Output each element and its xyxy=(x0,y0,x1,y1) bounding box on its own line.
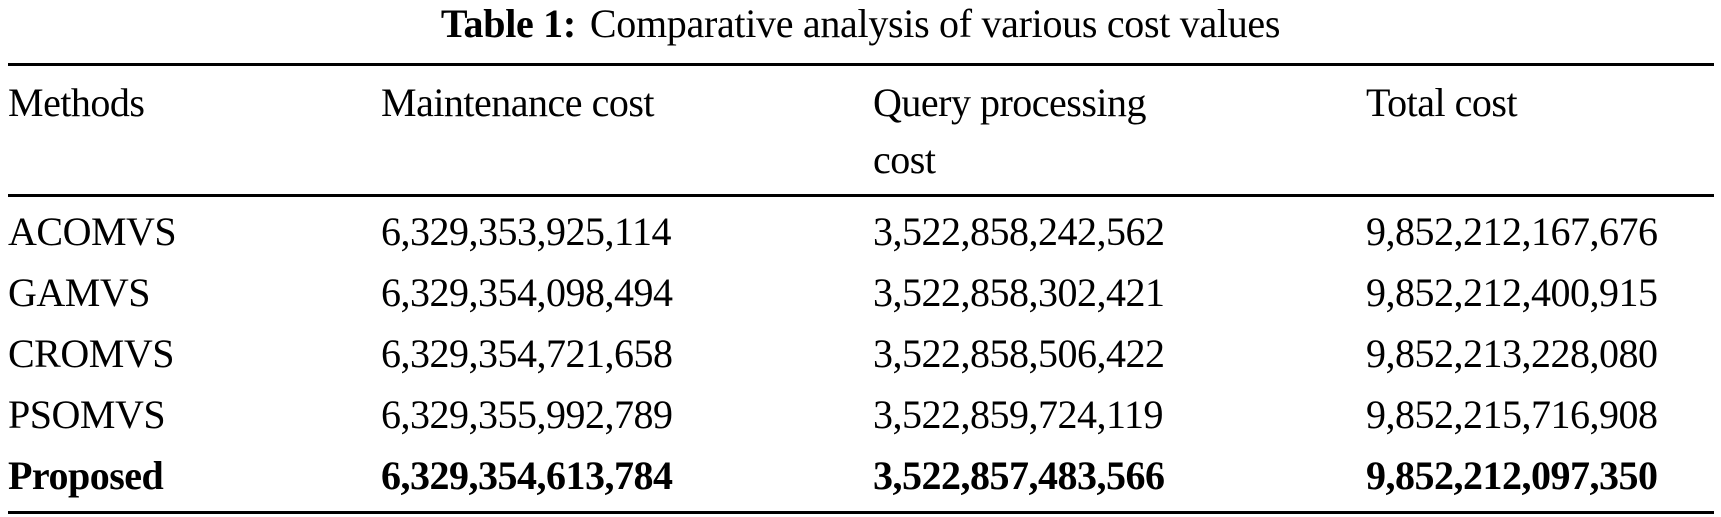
cell-total-cost: 9,852,215,716,908 xyxy=(1366,392,1658,437)
cell-method: GAMVS xyxy=(8,270,150,315)
cell-query-cost: 3,522,859,724,119 xyxy=(873,392,1164,437)
cell-method: CROMVS xyxy=(8,331,174,376)
cell-query-cost: 3,522,858,302,421 xyxy=(873,270,1165,315)
cell-maintenance-cost: 6,329,354,613,784 xyxy=(381,453,673,498)
table-mid-rule xyxy=(8,194,1714,197)
cell-method: Proposed xyxy=(8,453,164,498)
cell-query-cost: 3,522,858,506,422 xyxy=(873,331,1165,376)
cell-query-cost: 3,522,857,483,566 xyxy=(873,453,1165,498)
cell-total-cost: 9,852,212,400,915 xyxy=(1366,270,1658,315)
header-query-processing-cost: Query processing xyxy=(873,80,1147,125)
cell-total-cost: 9,852,212,097,350 xyxy=(1366,453,1658,498)
cell-method: ACOMVS xyxy=(8,209,177,254)
cell-maintenance-cost: 6,329,354,098,494 xyxy=(381,270,673,315)
header-query-processing-cost-line2: cost xyxy=(873,137,936,182)
table-caption-label: Table 1: xyxy=(440,1,576,46)
header-total-cost: Total cost xyxy=(1366,80,1518,125)
cell-method: PSOMVS xyxy=(8,392,166,437)
table-caption-text: Comparative analysis of various cost val… xyxy=(589,1,1281,46)
cell-maintenance-cost: 6,329,355,992,789 xyxy=(381,392,673,437)
table-top-rule xyxy=(8,63,1714,66)
table-caption: Table 1: Comparative analysis of various … xyxy=(0,2,1721,46)
cell-query-cost: 3,522,858,242,562 xyxy=(873,209,1165,254)
header-methods: Methods xyxy=(8,80,145,125)
cell-maintenance-cost: 6,329,353,925,114 xyxy=(381,209,672,254)
cell-maintenance-cost: 6,329,354,721,658 xyxy=(381,331,673,376)
cell-total-cost: 9,852,212,167,676 xyxy=(1366,209,1658,254)
header-maintenance-cost: Maintenance cost xyxy=(381,80,655,125)
cell-total-cost: 9,852,213,228,080 xyxy=(1366,331,1658,376)
table-bottom-rule xyxy=(8,511,1714,514)
